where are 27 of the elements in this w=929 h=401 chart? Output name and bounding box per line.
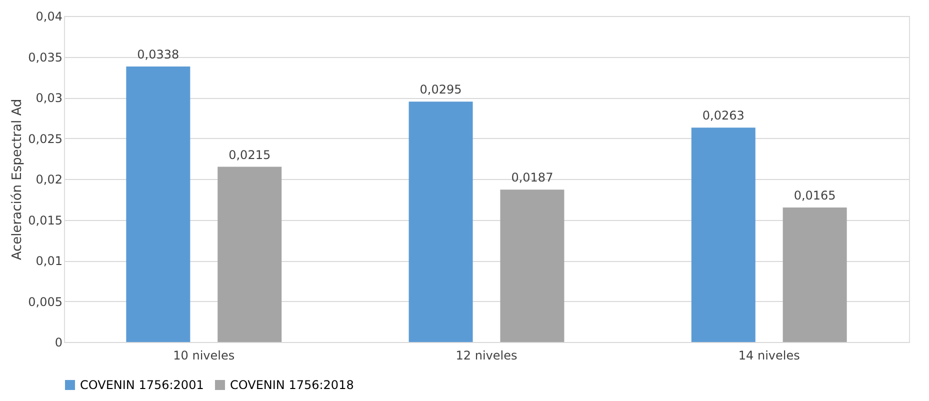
data-label: 0,0187 [511,170,554,185]
y-axis-title: Aceleración Espectral Ad [10,98,26,260]
data-label: 0,0215 [228,148,271,162]
bar [691,128,756,342]
bar [218,166,282,342]
data-label: 0,0165 [794,188,836,203]
bar [408,102,473,342]
x-tick-label: 14 niveles [738,348,800,362]
bar [782,208,847,342]
y-tick-label: 0,025 [28,132,62,146]
y-tick-label: 0 [54,336,62,350]
x-tick-label: 12 niveles [456,348,518,362]
y-tick-label: 0,03 [36,91,62,105]
data-label: 0,0295 [420,82,462,97]
y-tick-label: 0,02 [36,172,62,186]
y-tick-label: 0,04 [36,10,62,24]
y-tick-label: 0,01 [36,254,62,268]
data-label: 0,0338 [137,48,180,62]
x-tick-label: 10 niveles [173,348,235,362]
y-tick-label: 0,015 [28,213,62,228]
data-label: 0,0263 [702,108,744,123]
legend-label: COVENIN 1756:2001 [80,378,204,392]
bar [126,66,190,342]
bar [500,190,564,342]
y-tick-label: 0,035 [28,50,62,64]
legend-label: COVENIN 1756:2018 [230,378,354,392]
y-tick-label: 0,005 [28,294,62,309]
